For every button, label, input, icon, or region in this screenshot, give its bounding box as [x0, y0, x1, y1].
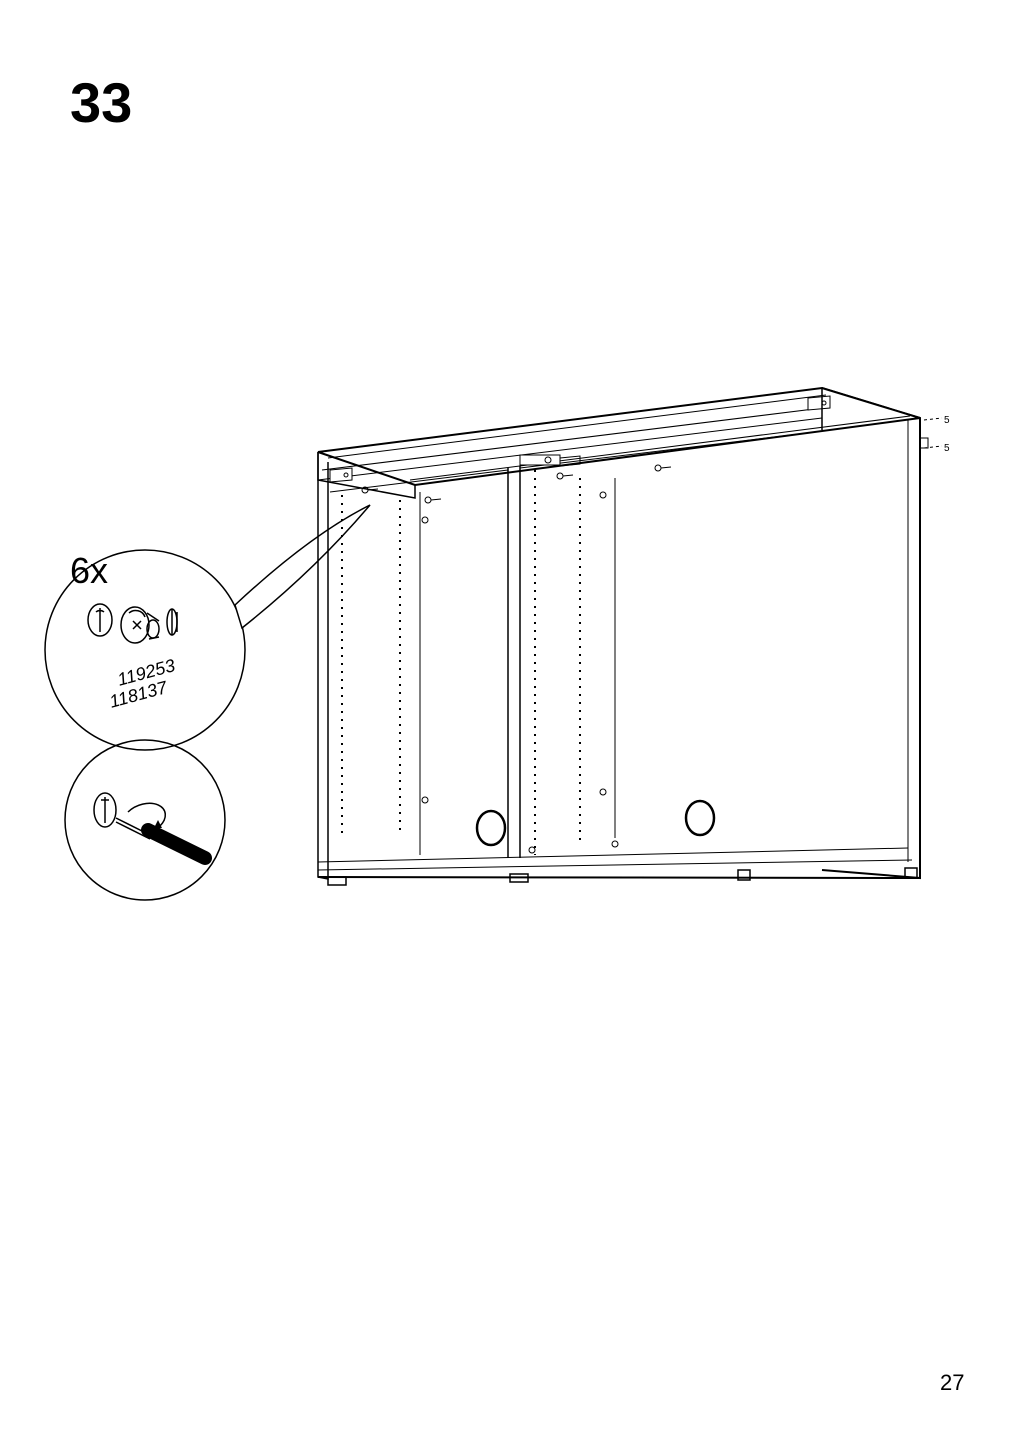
assembly-diagram: 5 5 — [0, 0, 1012, 1432]
svg-text:5: 5 — [944, 415, 950, 426]
svg-text:5: 5 — [944, 443, 950, 454]
